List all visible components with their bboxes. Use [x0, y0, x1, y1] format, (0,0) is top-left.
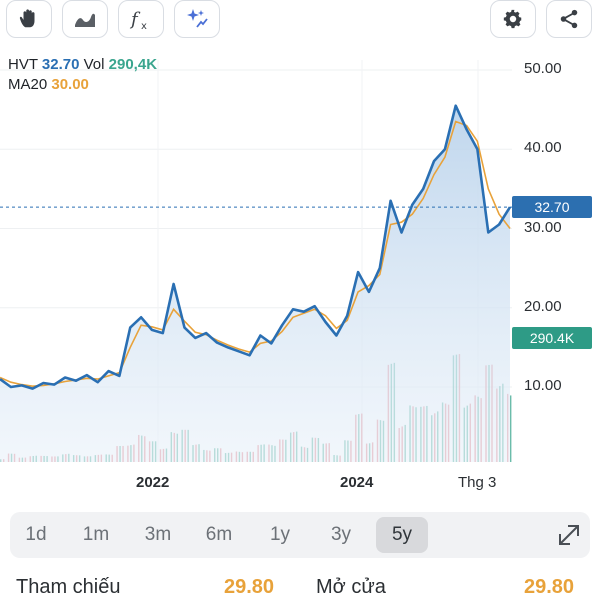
y-tick-label: 20.00: [524, 298, 562, 315]
current-price-tag: 32.70: [512, 196, 592, 218]
x-tick-label: 2022: [136, 474, 170, 491]
price-area: [0, 105, 510, 462]
vol-label: Vol: [83, 56, 105, 73]
range-3m[interactable]: 3m: [144, 524, 172, 545]
range-5y[interactable]: 5y: [376, 517, 428, 553]
function-icon: f x: [129, 9, 147, 31]
price-line: [0, 104, 512, 390]
sparkle-icon: [187, 9, 208, 28]
range-1y[interactable]: 1y: [269, 524, 291, 545]
volume-bar: [510, 395, 512, 462]
indicators-button[interactable]: f x: [118, 0, 164, 38]
vol-value: 290,4K: [108, 56, 158, 73]
open-value: 29.80: [524, 576, 575, 598]
svg-text:f: f: [129, 9, 141, 30]
share-button[interactable]: [546, 0, 592, 38]
y-tick-label: 50.00: [524, 60, 562, 77]
svg-text:x: x: [141, 21, 147, 31]
range-3y[interactable]: 3y: [330, 524, 352, 545]
symbol-label: HVT: [8, 56, 38, 73]
current-volume-tag: 290.4K: [512, 327, 592, 349]
expand-icon[interactable]: [554, 520, 584, 550]
y-tick-label: 40.00: [524, 139, 562, 156]
ai-insight-button[interactable]: [174, 0, 220, 38]
reference-value: 29.80: [224, 576, 275, 598]
open-label: Mở cửa: [316, 576, 386, 598]
x-tick-label: Thg 3: [458, 474, 497, 491]
price-stats: Tham chiếu 29.80 Mở cửa 29.80: [0, 576, 600, 600]
chart-type-button[interactable]: [62, 0, 108, 38]
chart-toolbar: f x: [0, 0, 600, 44]
chart-legend: HVT 32.70 Vol 290,4K MA20 30.00: [8, 55, 157, 95]
ma-value: 30.00: [51, 76, 89, 93]
x-tick-label: 2024: [340, 474, 374, 491]
y-tick-label: 30.00: [524, 219, 562, 236]
draw-tool-button[interactable]: [6, 0, 52, 38]
price-value: 32.70: [41, 56, 80, 73]
ma-label: MA20: [8, 76, 48, 93]
line-chart-icon: [75, 13, 95, 27]
range-6m[interactable]: 6m: [205, 524, 233, 545]
range-1d[interactable]: 1d: [25, 524, 47, 545]
range-1m[interactable]: 1m: [82, 524, 110, 545]
reference-label: Tham chiếu: [16, 576, 121, 598]
share-icon: [560, 9, 578, 29]
time-range-selector: 1d 1m 3m 6m 1y 3y 5y: [10, 512, 590, 558]
hand-icon: [19, 9, 35, 28]
gear-icon: [503, 9, 522, 29]
settings-button[interactable]: [490, 0, 536, 38]
price-chart[interactable]: [0, 40, 600, 500]
y-tick-label: 10.00: [524, 377, 562, 394]
